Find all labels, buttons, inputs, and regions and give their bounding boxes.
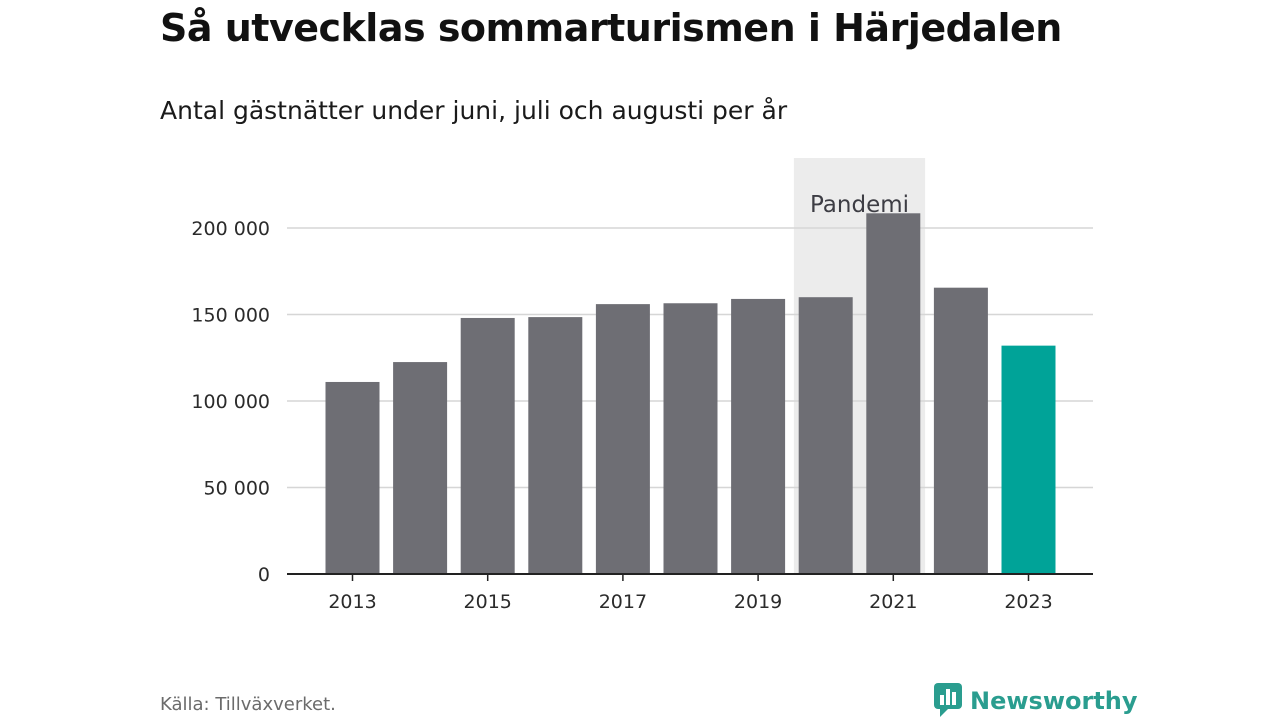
x-tick-label: 2019 (734, 591, 782, 613)
bar-2018 (663, 303, 718, 574)
y-tick-label: 50 000 (204, 478, 270, 500)
bar-2020 (798, 297, 853, 574)
y-tick-label: 0 (258, 564, 270, 586)
x-tick-label: 2017 (599, 591, 647, 613)
x-tick-label: 2021 (869, 591, 917, 613)
bar-2014 (393, 362, 448, 574)
bar-2022 (933, 287, 988, 574)
chart-subtitle: Antal gästnätter under juni, juli och au… (160, 96, 788, 125)
bar-2017 (595, 304, 650, 574)
bar-2016 (528, 317, 583, 574)
x-tick-label: 2023 (1004, 591, 1052, 613)
bar-2023 (1001, 345, 1056, 574)
brand-logo[interactable]: Newsworthy (932, 682, 1138, 720)
bar-2019 (731, 298, 786, 574)
x-tick-label: 2013 (328, 591, 376, 613)
chart-title: Så utvecklas sommarturismen i Härjedalen (160, 6, 1062, 50)
newsworthy-logo-icon (932, 680, 964, 722)
bar-2015 (460, 317, 515, 574)
y-tick-label: 200 000 (191, 218, 270, 240)
bar-2021 (866, 213, 921, 575)
x-tick-label: 2015 (464, 591, 512, 613)
y-tick-label: 150 000 (191, 305, 270, 327)
source-note: Källa: Tillväxverket. (160, 694, 336, 715)
y-tick-label: 100 000 (191, 391, 270, 413)
brand-name: Newsworthy (970, 687, 1138, 715)
bar-2013 (325, 381, 380, 574)
